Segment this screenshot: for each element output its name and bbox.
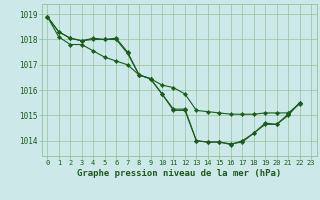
X-axis label: Graphe pression niveau de la mer (hPa): Graphe pression niveau de la mer (hPa)	[77, 169, 281, 178]
